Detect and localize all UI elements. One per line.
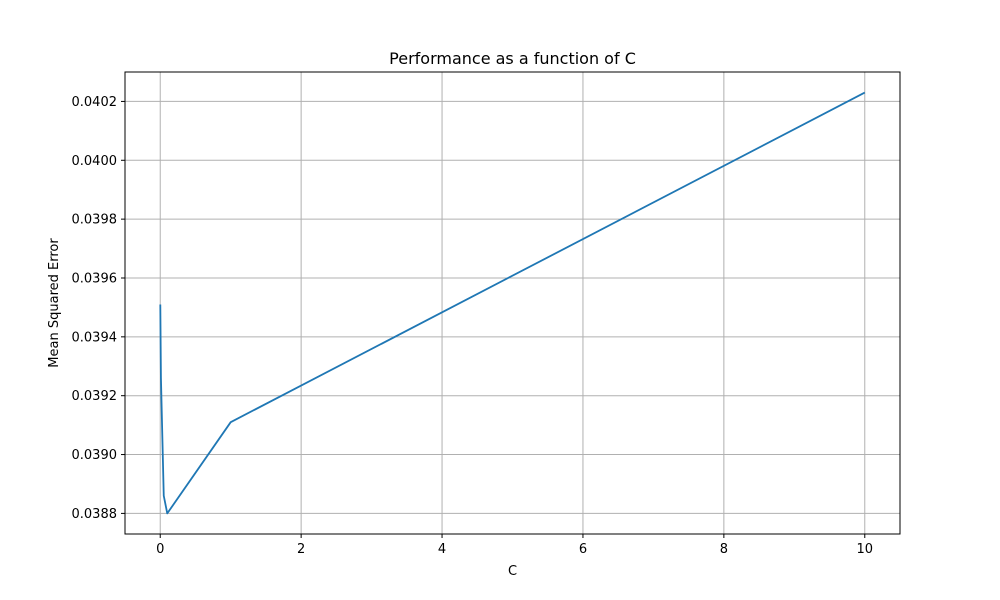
x-tick-label: 10	[856, 542, 873, 557]
y-tick-label: 0.0396	[72, 271, 118, 286]
y-tick-label: 0.0394	[72, 330, 118, 345]
x-tick-label: 4	[438, 542, 446, 557]
x-tick-label: 2	[297, 542, 305, 557]
grid-layer	[125, 72, 900, 534]
y-tick-label: 0.0390	[72, 448, 118, 463]
chart-title: Performance as a function of C	[389, 49, 636, 68]
x-tick-label: 8	[720, 542, 728, 557]
plot-frame	[124, 71, 901, 535]
y-axis-label: Mean Squared Error	[47, 238, 62, 368]
y-tick-label: 0.0400	[72, 154, 118, 169]
x-axis-label: C	[508, 564, 517, 579]
y-tick-label: 0.0388	[72, 507, 118, 522]
series-line	[159, 91, 866, 515]
series-layer	[159, 91, 866, 515]
y-tick-label: 0.0392	[72, 389, 118, 404]
y-tick-label: 0.0398	[72, 213, 118, 228]
y-tick-label: 0.0402	[72, 95, 118, 110]
x-tick-label: 6	[579, 542, 587, 557]
x-tick-label: 0	[156, 542, 164, 557]
tick-layer: 0 2 4 6 8 10 0.0388 0.0390 0.0392 0.0394 0.0396 0.0…	[72, 95, 874, 557]
